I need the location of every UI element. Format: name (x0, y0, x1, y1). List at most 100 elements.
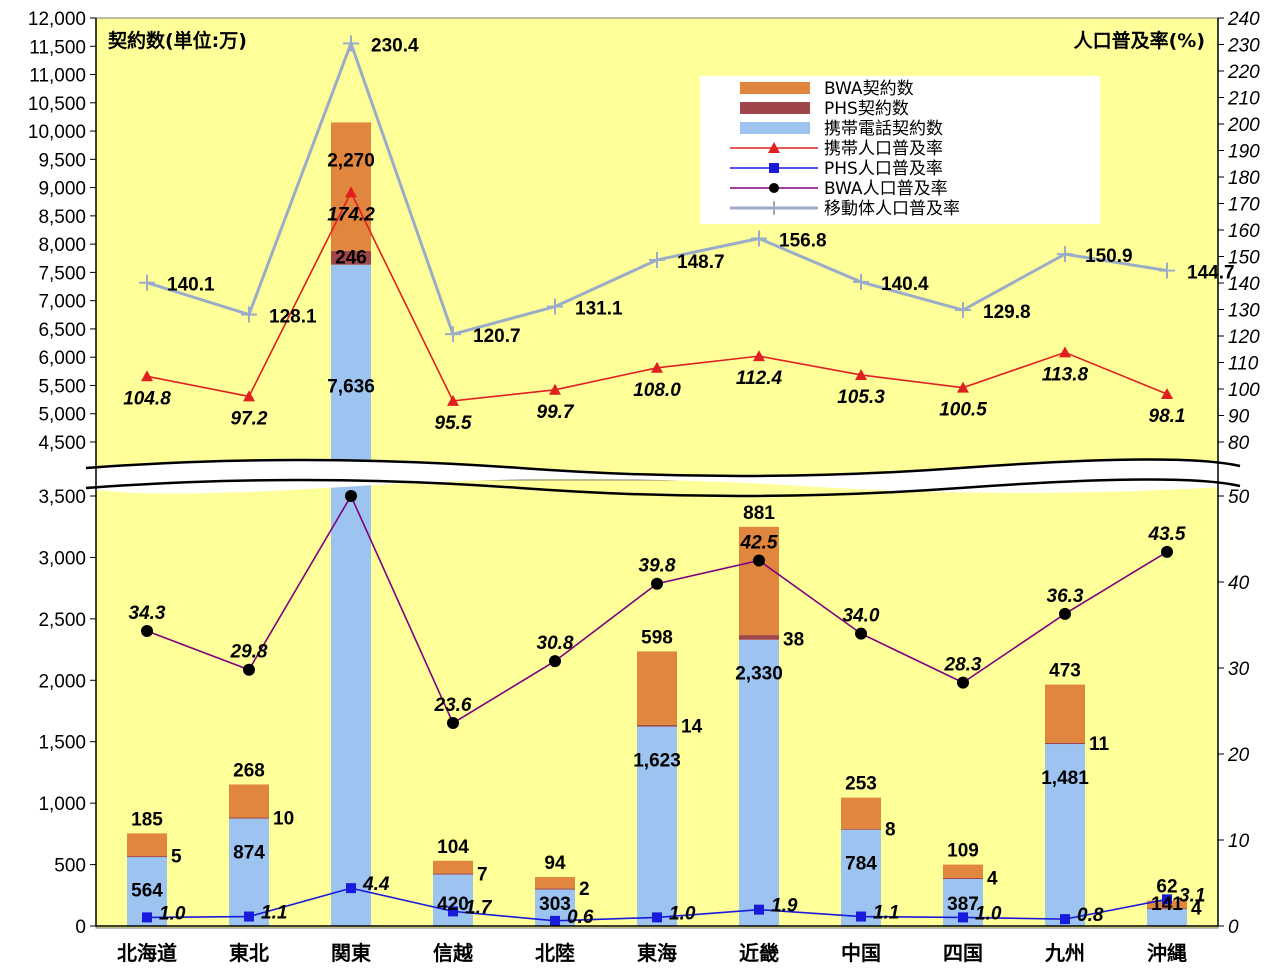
left-tick-label: 6,500 (38, 320, 86, 341)
category-label: 信越 (433, 941, 474, 965)
phs-rate-marker (1162, 894, 1172, 905)
phs-rate-marker (754, 904, 764, 915)
bwa-rate-marker (753, 554, 765, 567)
legend-label: 携帯人口普及率 (824, 139, 943, 159)
bwa-rate-marker (651, 577, 663, 590)
left-tick-label: 2,500 (38, 610, 86, 631)
right-tick-label: 130 (1228, 301, 1260, 322)
bar-cell (229, 818, 269, 926)
bwa-rate-marker (345, 490, 357, 502)
cell-rate-marker (1059, 346, 1071, 358)
phs-rate-label: 0.8 (1077, 905, 1104, 926)
cell-rate-label: 113.8 (1042, 364, 1089, 385)
bar-phs (229, 817, 269, 819)
bar-bwa (739, 526, 779, 636)
bwa-rate-marker (141, 625, 153, 638)
phs-rate-label: 1.1 (873, 903, 899, 924)
bar-cell (1147, 908, 1187, 926)
phs-count-label: 5 (171, 847, 182, 868)
mobile-rate-label: 156.8 (779, 230, 827, 251)
cell-rate-marker (651, 361, 663, 373)
legend: BWA契約数PHS契約数携帯電話契約数携帯人口普及率PHS人口普及率BWA人口普… (700, 76, 1100, 224)
category-label: 北陸 (535, 941, 575, 965)
bwa-count-label: 253 (845, 774, 877, 795)
category-label: 沖縄 (1147, 941, 1187, 965)
cell-rate-label: 105.3 (837, 387, 885, 408)
bar-cell (1045, 744, 1085, 926)
right-tick-label: 10 (1228, 831, 1250, 852)
bwa-rate-label: 29.8 (230, 642, 268, 663)
axis-break (85, 458, 1241, 498)
category-label: 関東 (331, 941, 371, 965)
mobile-rate-label: 140.1 (167, 275, 215, 296)
bwa-rate-label: 34.0 (843, 606, 880, 627)
cell-count-label: 564 (131, 881, 163, 902)
left-tick-label: 500 (54, 856, 86, 877)
cell-rate-marker (855, 368, 867, 380)
right-tick-label: 30 (1228, 659, 1250, 680)
right-tick-label: 0 (1228, 917, 1239, 938)
bar-phs (841, 828, 881, 830)
left-tick-label: 12,000 (28, 9, 86, 30)
left-tick-label: 5,500 (38, 376, 86, 397)
phs-rate-label: 1.0 (159, 903, 186, 924)
bar-bwa (127, 833, 167, 857)
bar-bwa (433, 860, 473, 874)
cell-rate-marker (957, 381, 969, 393)
bar-cell (433, 874, 473, 926)
cell-count-label: 784 (845, 854, 877, 875)
bwa-rate-marker (549, 655, 561, 668)
phs-count-label: 11 (1089, 734, 1110, 755)
left-tick-label: 7,000 (38, 292, 86, 313)
mobile-rate-label: 131.1 (575, 299, 623, 320)
category-label: 四国 (943, 941, 983, 965)
bwa-count-label: 94 (544, 853, 566, 874)
bar-phs (535, 888, 575, 890)
legend-swatch (740, 82, 810, 94)
left-tick-label: 10,000 (28, 122, 86, 143)
cell-rate-marker (345, 186, 357, 198)
right-tick-label: 170 (1228, 195, 1260, 216)
bar-phs (331, 250, 371, 265)
phs-rate-label: 1.1 (261, 903, 287, 924)
labels-layer: 5645185874102687,6362462,270420710430329… (123, 35, 1234, 927)
category-label: 近畿 (739, 941, 779, 965)
phs-count-label: 7 (477, 864, 488, 885)
right-tick-label: 90 (1228, 407, 1250, 428)
bwa-count-label: 473 (1049, 661, 1081, 682)
right-tick-label: 40 (1228, 573, 1250, 594)
cell-rate-marker (753, 350, 765, 362)
phs-rate-marker (448, 906, 458, 917)
legend-marker (769, 183, 779, 193)
bwa-rate-marker (957, 676, 969, 689)
left-tick-label: 1,500 (38, 733, 86, 754)
left-tick-label: 9,500 (38, 150, 86, 171)
left-tick-label: 10,500 (28, 94, 86, 115)
cell-count-label: 141 (1151, 894, 1183, 915)
left-tick-label: 9,000 (38, 179, 86, 200)
cell-rate-label: 100.5 (939, 400, 987, 421)
phs-rate-marker (652, 912, 662, 923)
bar-phs (433, 873, 473, 875)
bar-bwa (229, 784, 269, 818)
bwa-count-label: 104 (437, 837, 469, 858)
bar-phs (1147, 908, 1187, 910)
mobile-rate-label: 120.7 (473, 326, 521, 347)
right-tick-label: 110 (1228, 354, 1259, 375)
cell-rate-label: 108.0 (633, 380, 681, 401)
right-tick-label: 140 (1228, 274, 1260, 295)
mobile-rate-label: 148.7 (677, 252, 725, 273)
mobile-rate-label: 128.1 (269, 307, 317, 328)
right-tick-label: 50 (1228, 487, 1250, 508)
bwa-rate-marker (855, 627, 867, 640)
phs-count-label: 2 (579, 879, 590, 900)
phs-rate-marker (550, 915, 560, 926)
left-tick-label: 11,000 (29, 66, 86, 87)
bwa-count-label: 62 (1156, 877, 1177, 898)
legend-label: BWA人口普及率 (824, 179, 948, 199)
bwa-count-label: 598 (641, 627, 673, 648)
left-tick-label: 3,000 (38, 548, 86, 569)
cell-rate-marker (141, 370, 153, 382)
bwa-count-label: 2,270 (327, 150, 375, 171)
